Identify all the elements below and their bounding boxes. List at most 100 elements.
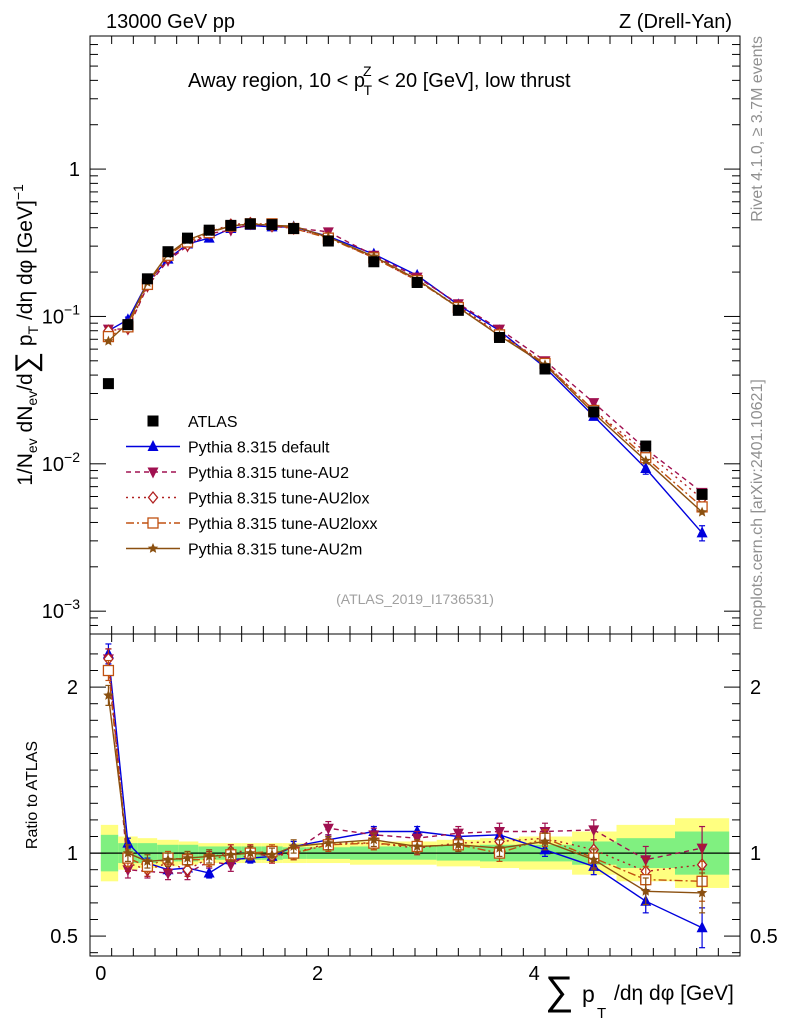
legend-marker — [147, 490, 159, 505]
main-atlas-point — [102, 378, 114, 390]
main-atlas-point — [244, 218, 256, 230]
main-pythia-8-315-default-line — [108, 224, 703, 534]
main-pythia-8-315-tune-au2lox-line — [108, 222, 703, 500]
region-title-sub: T — [364, 82, 373, 98]
ratio-pythia-8-315-default-point — [203, 866, 215, 878]
legend-marker — [147, 467, 159, 479]
x-axis-label-sum: ∑ — [545, 969, 574, 1013]
ratio-pythia-8-315-default-point — [696, 921, 708, 933]
legend-label: Pythia 8.315 tune-AU2 — [188, 465, 349, 482]
ratio-plot-frame — [89, 633, 741, 957]
rivet-label: Rivet 4.1.0, ≥ 3.7M events — [749, 36, 766, 222]
main-atlas-point — [162, 246, 174, 258]
ratio-pythia-8-315-tune-au2m-point — [266, 849, 278, 860]
ratio-pythia-8-315-tune-au2m-point — [494, 842, 505, 853]
tick-labels: 1 10−1 10−2 10−3 2 2 1 1 0.5 0.5 0 2 4 — [42, 159, 778, 985]
main-atlas-point — [539, 363, 551, 375]
main-pythia-8-315-tune-au2-point — [588, 398, 600, 410]
ratio-pythia-8-315-tune-au2m-point — [103, 689, 114, 700]
ratio-pythia-8-315-tune-au2m-point — [588, 854, 599, 865]
main-atlas-point — [696, 488, 708, 500]
x-axis-label-p: p — [582, 981, 595, 1007]
legend-marker — [147, 415, 159, 427]
main-atlas-point — [588, 406, 600, 418]
main-atlas-point — [122, 319, 134, 331]
legend: ATLAS Pythia 8.315 default Pythia 8.315 tu… — [126, 414, 377, 559]
ratio-pythia-8-315-tune-au2-point — [588, 825, 600, 837]
ratio-pythia-8-315-tune-au2m-point — [453, 839, 464, 850]
ratio-pythia-8-315-tune-au2-point — [411, 833, 423, 845]
ratio-pythia-8-315-tune-au2m-point — [368, 834, 380, 845]
ratio-pythia-8-315-default-point — [411, 825, 423, 837]
ratio-pythia-8-315-tune-au2m-point — [288, 841, 299, 851]
legend-marker — [147, 543, 159, 553]
energy-label: 13000 GeV pp — [106, 11, 235, 33]
main-atlas-point — [182, 232, 193, 244]
main-pythia-8-315-tune-au2m-point — [103, 335, 114, 346]
ratio-y-tick-label-left: 1 — [67, 843, 78, 865]
ratio-y-tick-label-left: 2 — [67, 677, 78, 699]
process-label: Z (Drell-Yan) — [619, 11, 732, 33]
main-pythia-8-315-default-point — [640, 461, 652, 473]
ratio-y-tick-label-left: 0.5 — [50, 926, 78, 948]
legend-label: Pythia 8.315 tune-AU2loxx — [188, 516, 377, 533]
ratio-y-axis-label: Ratio to ATLAS — [24, 741, 41, 849]
main-pythia-8-315-tune-au2m-point — [696, 506, 708, 517]
ratio-pythia-8-315-tune-au2m-point — [122, 847, 134, 858]
main-atlas-point — [141, 273, 153, 285]
x-tick-label: 4 — [529, 963, 540, 985]
legend-marker — [147, 440, 159, 451]
main-atlas-point — [203, 224, 215, 236]
ratio-series-layer — [102, 643, 708, 949]
main-atlas-point — [494, 331, 505, 343]
ratio-pythia-8-315-tune-au2loxx-point — [102, 664, 115, 677]
main-atlas-point — [368, 256, 380, 268]
x-tick-label: 2 — [312, 963, 323, 985]
ratio-pythia-8-315-tune-au2m-point — [182, 852, 193, 863]
ratio-pythia-8-315-tune-au2-point — [322, 823, 334, 835]
main-y-tick-label: 10−1 — [42, 301, 80, 328]
legend-label: ATLAS — [188, 414, 238, 431]
main-atlas-point — [640, 440, 652, 452]
legend-label: Pythia 8.315 default — [188, 440, 330, 457]
main-y-tick-label: 1 — [69, 159, 80, 181]
ratio-pythia-8-315-default-line — [107, 653, 703, 929]
ratio-y-tick-label-right: 2 — [750, 677, 761, 699]
region-title-sup: Z — [363, 63, 372, 79]
main-atlas-point — [288, 223, 300, 235]
x-axis-label-sub: T — [597, 1005, 606, 1022]
legend-label: Pythia 8.315 tune-AU2lox — [188, 491, 369, 508]
main-pythia-8-315-tune-au2m-point — [640, 455, 651, 466]
main-atlas-point — [266, 219, 278, 231]
legend-marker — [147, 517, 159, 529]
main-y-axis-label-text: 1/Nev dNev/d∑ pT /dη dφ [GeV]−1 — [10, 184, 43, 486]
main-series-layer — [102, 216, 708, 542]
main-atlas-point — [411, 276, 423, 288]
x-axis-label-rest: /dη dφ [GeV] — [614, 982, 734, 1005]
ratio-pythia-8-315-tune-au2-point — [452, 828, 464, 840]
main-pythia-8-315-default-point — [696, 526, 708, 538]
mcplots-label: mcplots.cern.ch [arXiv:2401.10621] — [749, 379, 766, 630]
analysis-id: (ATLAS_2019_I1736531) — [336, 591, 494, 607]
ratio-y-tick-label-right: 1 — [750, 843, 761, 865]
ratio-pythia-8-315-tune-au2m-point — [225, 849, 237, 860]
main-atlas-point — [322, 235, 334, 247]
ratio-pythia-8-315-tune-au2m-point — [323, 837, 334, 848]
main-atlas-point — [225, 219, 237, 231]
ratio-pythia-8-315-tune-au2-point — [162, 868, 174, 880]
x-tick-label: 0 — [95, 963, 106, 985]
region-title: Away region, 10 < pZ T < 20 [GeV], low th… — [188, 63, 571, 98]
ratio-pythia-8-315-tune-au2m-point — [539, 836, 551, 846]
ratio-pythia-8-315-tune-au2m-point — [411, 841, 423, 851]
ratio-pythia-8-315-tune-au2m-point — [203, 850, 215, 861]
axis-ticks — [89, 35, 740, 956]
main-atlas-point — [452, 304, 464, 316]
ratio-pythia-8-315-tune-au2-point — [225, 860, 237, 872]
region-title-post: < 20 [GeV], low thrust — [372, 70, 571, 92]
ratio-y-tick-label-right: 0.5 — [750, 926, 778, 948]
ratio-pythia-8-315-tune-au2m-point — [142, 855, 153, 866]
ratio-pythia-8-315-tune-au2-point — [494, 827, 505, 839]
ratio-pythia-8-315-tune-au2m-point — [245, 847, 256, 858]
ratio-pythia-8-315-tune-au2m-point — [696, 887, 708, 898]
